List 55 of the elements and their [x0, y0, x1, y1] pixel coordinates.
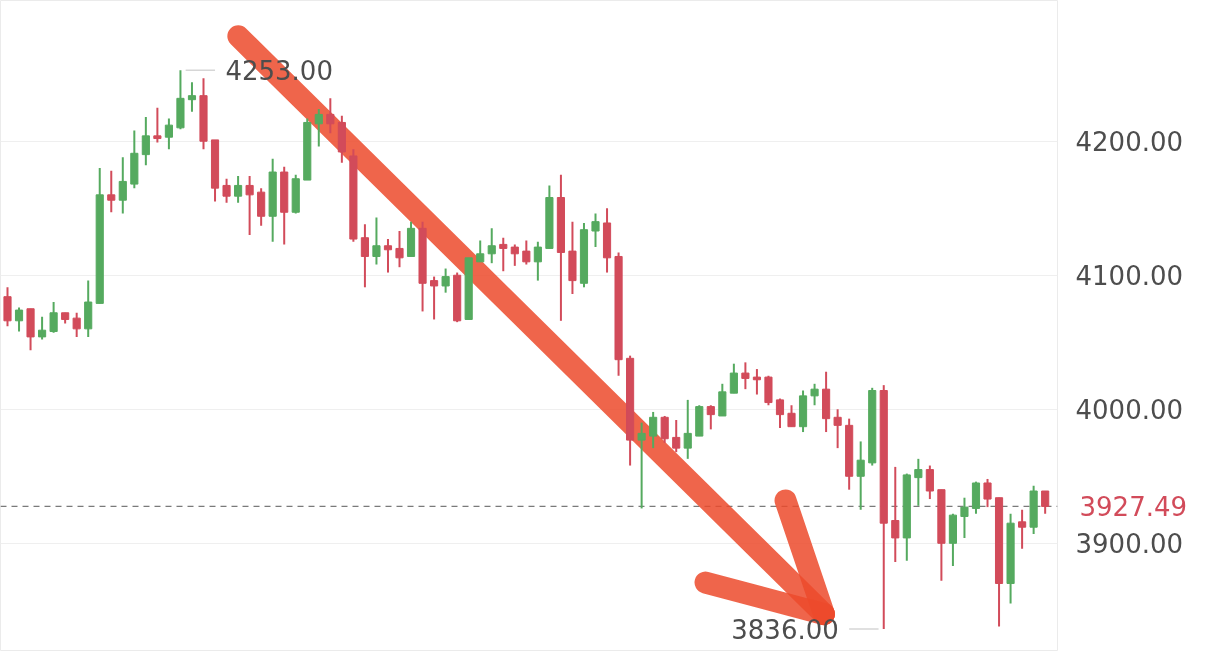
candlestick: [787, 404, 796, 428]
candlestick: [660, 414, 669, 444]
candlestick: [637, 421, 646, 510]
candlestick: [118, 156, 127, 215]
candlestick: [360, 223, 369, 289]
candlestick: [49, 301, 58, 334]
candlestick: [810, 382, 819, 407]
candlestick: [833, 408, 842, 450]
candlestick: [441, 267, 450, 294]
candlestick: [72, 311, 81, 338]
candlestick: [326, 97, 335, 135]
candlestick: [245, 175, 254, 237]
candlestick: [522, 239, 531, 266]
candlestick: [891, 465, 900, 564]
y-tick-label: 4200.00: [1075, 127, 1184, 158]
candlestick: [741, 361, 750, 391]
annotation: 3836.00: [731, 615, 839, 646]
candlestick: [372, 216, 381, 266]
candlestick: [856, 440, 865, 511]
y-tick-label: 4000.00: [1075, 395, 1184, 426]
candlestick: [476, 239, 485, 263]
candlestick: [314, 108, 323, 148]
candlestick: [499, 236, 508, 273]
candlestick: [649, 410, 658, 450]
candlestick: [1041, 490, 1050, 515]
candlestick: [383, 238, 393, 274]
candlestick: [775, 397, 785, 430]
candlestick: [960, 496, 969, 539]
candlestick: [752, 368, 761, 396]
candlestick: [683, 398, 692, 460]
candlestick: [914, 457, 923, 507]
candlestick: [1018, 508, 1027, 550]
candlestick: [395, 230, 404, 269]
candlestick: [925, 464, 934, 501]
candlestick: [187, 81, 197, 113]
y-tick-label: 4100.00: [1075, 261, 1184, 292]
candlestick: [672, 418, 681, 454]
candlestick: [107, 169, 116, 214]
candlestick: [14, 306, 24, 333]
candlestick: [706, 404, 715, 431]
candlestick: [729, 362, 738, 395]
candlestick: [222, 177, 231, 204]
candlestick: [38, 315, 47, 341]
ref-line-label: 3927.49: [1079, 492, 1188, 523]
candlestick: [430, 275, 439, 321]
candlestick: [533, 240, 542, 282]
candlestick: [983, 477, 992, 509]
candlestick: [591, 212, 600, 249]
candlestick: [510, 243, 519, 267]
candlestick: [153, 106, 162, 144]
candlestick: [164, 117, 173, 151]
y-tick-label: 3900.00: [1075, 529, 1184, 560]
candlestick: [234, 175, 243, 204]
candlestick: [487, 227, 496, 265]
candlestick: [141, 116, 150, 167]
